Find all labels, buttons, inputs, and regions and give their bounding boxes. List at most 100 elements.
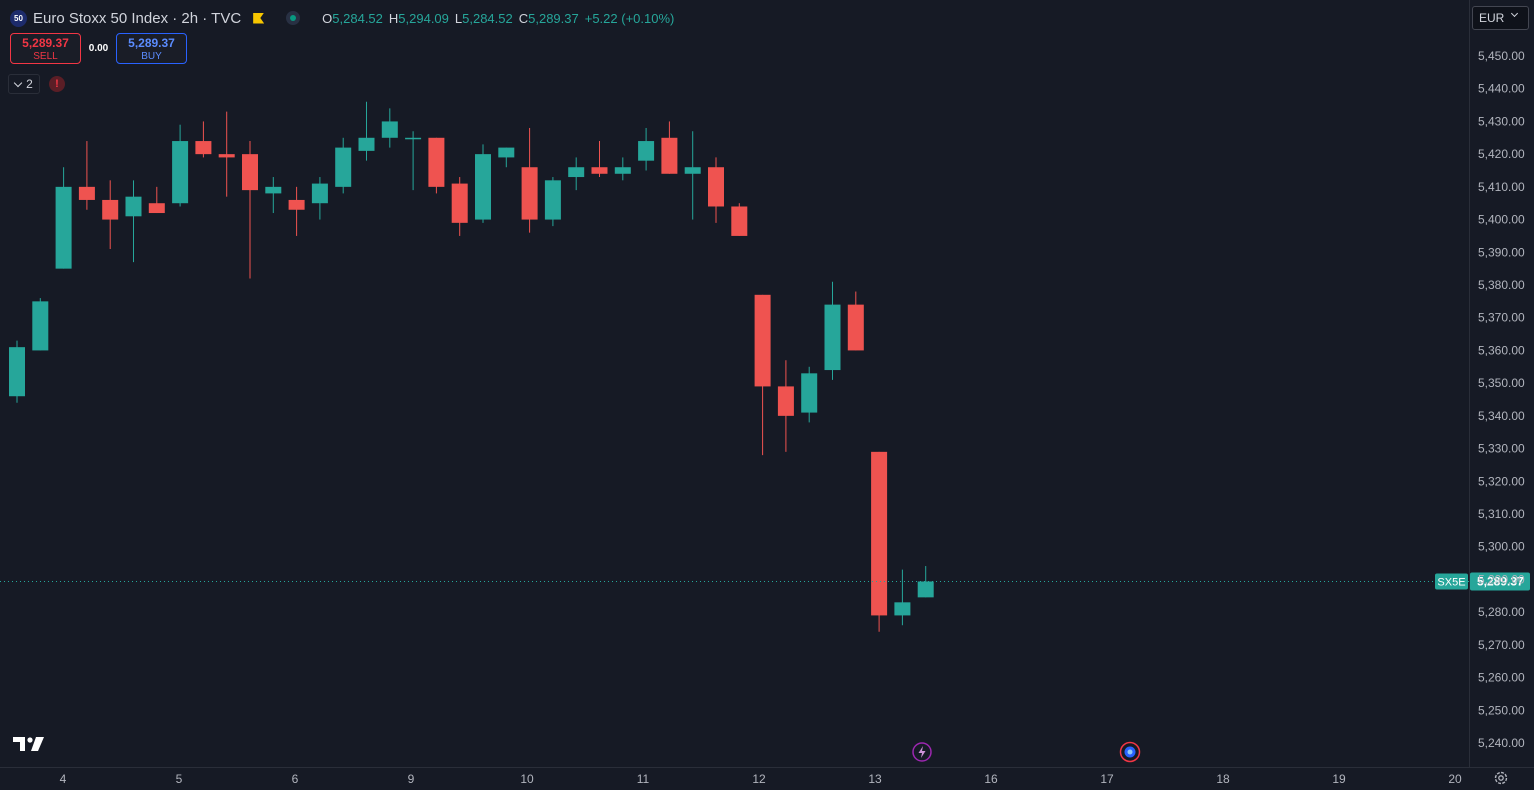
change-value: +5.22 (+0.10%) bbox=[584, 10, 675, 26]
price-tick-label: 5,450.00 bbox=[1478, 49, 1525, 63]
candle-body bbox=[195, 141, 212, 155]
price-tick-label: 5,310.00 bbox=[1478, 507, 1525, 521]
symbol-legend: 50 Euro Stoxx 50 Index · 2h · TVC O5,284… bbox=[10, 8, 674, 28]
candle-body bbox=[358, 137, 375, 151]
candles-layer bbox=[9, 101, 934, 632]
candle-body bbox=[684, 167, 701, 174]
price-tick-label: 5,380.00 bbox=[1478, 278, 1525, 292]
time-tick-label: 9 bbox=[408, 772, 415, 786]
candle bbox=[871, 451, 888, 632]
time-tick-label: 10 bbox=[520, 772, 534, 786]
candle-body bbox=[451, 183, 468, 223]
candle bbox=[917, 566, 934, 598]
price-tick-label: 5,280.00 bbox=[1478, 605, 1525, 619]
candle-body bbox=[218, 154, 235, 158]
time-tick-label: 20 bbox=[1448, 772, 1462, 786]
high-label: H bbox=[388, 10, 399, 26]
currency-select[interactable]: EUR bbox=[1472, 6, 1529, 30]
price-tick-label: 5,390.00 bbox=[1478, 245, 1525, 259]
time-tick-label: 19 bbox=[1332, 772, 1346, 786]
candle bbox=[544, 177, 561, 227]
candle bbox=[405, 131, 422, 191]
price-tick-label: 5,260.00 bbox=[1478, 671, 1525, 685]
candle-body bbox=[847, 304, 864, 351]
candle bbox=[777, 360, 794, 452]
sell-price: 5,289.37 bbox=[22, 36, 69, 50]
settings-gear-icon[interactable] bbox=[1493, 770, 1509, 786]
candle-body bbox=[917, 581, 934, 598]
buy-price: 5,289.37 bbox=[128, 36, 175, 50]
chevron-down-icon bbox=[13, 78, 23, 87]
candle-body bbox=[78, 186, 95, 200]
price-tick-label: 5,240.00 bbox=[1478, 736, 1525, 750]
candle bbox=[335, 137, 352, 194]
price-tick-label: 5,410.00 bbox=[1478, 180, 1525, 194]
sell-button[interactable]: 5,289.37 SELL bbox=[10, 33, 81, 64]
price-tick-label: 5,340.00 bbox=[1478, 409, 1525, 423]
price-tick-label: 5,430.00 bbox=[1478, 114, 1525, 128]
candle-body bbox=[172, 141, 189, 204]
candle-body bbox=[335, 147, 352, 187]
candle-body bbox=[498, 147, 515, 158]
market-status-icon[interactable] bbox=[286, 11, 301, 25]
candle-body bbox=[801, 373, 818, 413]
time-tick-label: 11 bbox=[637, 772, 650, 786]
spread-value: 0.00 bbox=[88, 43, 109, 54]
candle-body bbox=[521, 167, 538, 220]
candle-body bbox=[871, 451, 888, 616]
candle-body bbox=[242, 154, 258, 191]
low-label: L bbox=[454, 10, 463, 26]
buy-label: BUY bbox=[141, 51, 162, 62]
candle-body bbox=[9, 347, 25, 397]
price-tick-label: 5,420.00 bbox=[1478, 147, 1525, 161]
candle-body bbox=[405, 137, 422, 140]
candle-body bbox=[475, 154, 491, 220]
price-tick-label: 5,400.00 bbox=[1478, 213, 1525, 227]
buy-button[interactable]: 5,289.37 BUY bbox=[116, 33, 187, 64]
candle bbox=[521, 127, 538, 233]
candle-body bbox=[824, 304, 841, 371]
candle bbox=[265, 177, 282, 214]
time-tick-label: 17 bbox=[1100, 772, 1114, 786]
candle bbox=[172, 124, 189, 207]
candle bbox=[55, 167, 72, 269]
indicators-toggle-button[interactable]: 2 bbox=[8, 74, 40, 94]
candle bbox=[428, 137, 445, 194]
close-value: 5,289.37 bbox=[528, 10, 579, 26]
candle-body bbox=[32, 301, 49, 351]
candle bbox=[661, 121, 678, 174]
price-tick-label: 5,300.00 bbox=[1478, 540, 1525, 554]
candle bbox=[847, 291, 864, 351]
candle-body bbox=[754, 294, 771, 387]
time-tick-label: 18 bbox=[1216, 772, 1230, 786]
ohlc-values: O5,284.52 H5,294.09 L5,284.52 C5,289.37 … bbox=[322, 11, 674, 26]
close-label: C bbox=[518, 10, 529, 26]
price-tick-label: 5,250.00 bbox=[1478, 703, 1525, 717]
candle-body bbox=[777, 386, 794, 416]
candle bbox=[242, 141, 258, 279]
time-tick-label: 12 bbox=[752, 772, 766, 786]
event-markers bbox=[912, 741, 1141, 763]
candle-body bbox=[638, 141, 655, 161]
price-tick-label: 5,330.00 bbox=[1478, 442, 1525, 456]
symbol-title[interactable]: Euro Stoxx 50 Index · 2h · TVC bbox=[33, 9, 242, 27]
candle bbox=[638, 127, 655, 171]
candle bbox=[288, 186, 305, 236]
candle bbox=[591, 141, 608, 178]
tradingview-logo-icon[interactable] bbox=[13, 735, 45, 753]
candle-body bbox=[125, 196, 142, 217]
earnings-event-icon[interactable] bbox=[912, 742, 932, 762]
candle bbox=[684, 131, 701, 220]
candle bbox=[754, 294, 771, 456]
candle-body bbox=[708, 167, 724, 207]
price-tick-label: 5,350.00 bbox=[1478, 376, 1525, 390]
open-label: O bbox=[322, 10, 333, 26]
price-tick-label: 5,270.00 bbox=[1478, 638, 1525, 652]
symbol-tag-label: SX5E bbox=[1437, 576, 1465, 588]
last-price-line: SX5E 5,289.37 bbox=[0, 572, 1530, 591]
economic-event-icon[interactable] bbox=[1119, 741, 1141, 763]
sell-label: SELL bbox=[33, 51, 58, 62]
warning-icon[interactable]: ! bbox=[49, 76, 65, 92]
flag-icon[interactable] bbox=[253, 12, 265, 24]
